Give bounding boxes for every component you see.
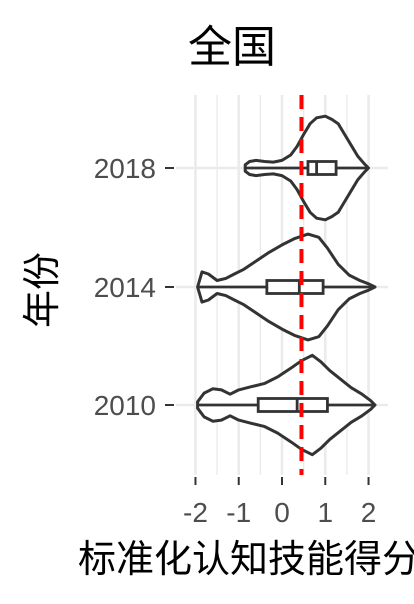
x-tick-label: -1 (226, 497, 251, 528)
box-2010 (256, 397, 329, 413)
x-tick-labels: -2 -1 0 1 2 (183, 477, 376, 528)
violins (196, 114, 377, 457)
y-tick-label: 2018 (94, 153, 156, 184)
x-tick-label: 0 (274, 497, 290, 528)
y-tick-label: 2014 (94, 272, 156, 303)
y-axis-label: 年份 (20, 252, 64, 328)
box-2018 (306, 160, 338, 176)
x-axis-label: 标准化认知技能得分 (78, 537, 414, 581)
box-2014 (265, 279, 325, 295)
y-tick-labels: 2018 2014 2010 (94, 153, 174, 421)
x-tick-label: 1 (317, 497, 333, 528)
x-tick-label: -2 (183, 497, 208, 528)
y-tick-label: 2010 (94, 390, 156, 421)
chart-title: 全国 (188, 22, 276, 73)
x-tick-label: 2 (361, 497, 377, 528)
